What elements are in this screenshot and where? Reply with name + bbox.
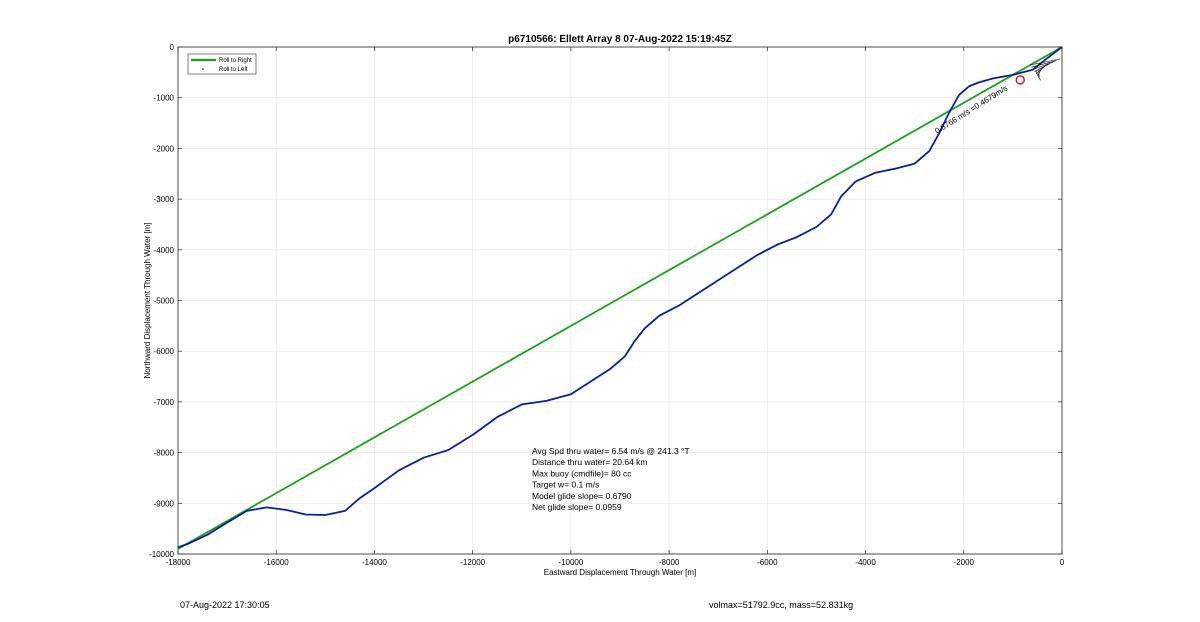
- target-marker: [1015, 75, 1025, 85]
- y-tick-label: -3000: [154, 195, 175, 204]
- ticks: -18000 -16000 -14000 -12000 -10000 -8000 -6000…: [149, 43, 1065, 567]
- y-tick-label: -7000: [154, 398, 175, 407]
- stats-line: Net glide slope= 0.0959: [532, 502, 622, 512]
- y-tick-label: -10000: [149, 550, 174, 559]
- footer-timestamp: 07-Aug-2022 17:30:05: [180, 600, 270, 610]
- y-tick-label: -6000: [154, 347, 175, 356]
- stats-line: Model glide slope= 0.6790: [532, 491, 632, 501]
- y-tick-label: -9000: [154, 499, 175, 508]
- x-tick-label: -4000: [855, 558, 876, 567]
- rotated-speed-label: 0.8766 m/s =0.4679m/s: [933, 84, 1009, 136]
- y-axis-label: Northward Displacement Through Water [m]: [143, 222, 152, 378]
- stats-line: Target w= 0.1 m/s: [532, 480, 599, 490]
- y-tick-label: -2000: [154, 144, 175, 153]
- velocity-arrow: [1035, 70, 1041, 81]
- stats-line: Max buoy (cmdfile)= 80 cc: [532, 468, 632, 478]
- legend-entry-roll-right: Roll to Right: [219, 58, 252, 64]
- series-group: [177, 46, 1063, 550]
- velocity-arrow: [1031, 60, 1057, 68]
- y-tick-label: 0: [170, 43, 175, 52]
- x-tick-label: -12000: [460, 558, 485, 567]
- arrow-cluster: [1029, 58, 1061, 81]
- x-tick-label: 0: [1060, 558, 1065, 567]
- stats-line: Avg Spd thru water= 6.54 m/s @ 241.3 °T: [532, 446, 690, 456]
- x-tick-label: -14000: [362, 558, 387, 567]
- x-tick-label: -18000: [166, 558, 191, 567]
- chart-title: p6710566: Ellett Array 8 07-Aug-2022 15:…: [508, 34, 732, 45]
- velocity-arrow: [1029, 58, 1061, 66]
- legend: Roll to Right Roll to Left: [187, 53, 257, 75]
- x-tick-label: -6000: [757, 558, 778, 567]
- stats-annotation: Avg Spd thru water= 6.54 m/s @ 241.3 °TD…: [532, 446, 690, 512]
- footer-volume-mass: volmax=51792.9cc, mass=52.831kg: [709, 600, 854, 610]
- x-tick-label: -8000: [659, 558, 680, 567]
- x-tick-label: -10000: [558, 558, 583, 567]
- x-tick-label: -2000: [954, 558, 975, 567]
- legend-swatch-roll-left: [202, 68, 204, 70]
- velocity-arrow: [1032, 61, 1054, 70]
- y-tick-label: -5000: [154, 297, 175, 306]
- legend-entry-roll-left: Roll to Left: [219, 67, 248, 73]
- glider-track-line: [177, 46, 1063, 549]
- y-tick-label: -1000: [154, 94, 175, 103]
- velocity-arrow: [1037, 66, 1043, 77]
- model-glide-line: [177, 46, 1063, 550]
- y-tick-label: -8000: [154, 449, 175, 458]
- stats-line: Distance thru water= 20.64 km: [532, 457, 648, 467]
- y-tick-label: -4000: [154, 246, 175, 255]
- x-axis-label: Eastward Displacement Through Water [m]: [544, 568, 697, 577]
- x-tick-label: -16000: [264, 558, 289, 567]
